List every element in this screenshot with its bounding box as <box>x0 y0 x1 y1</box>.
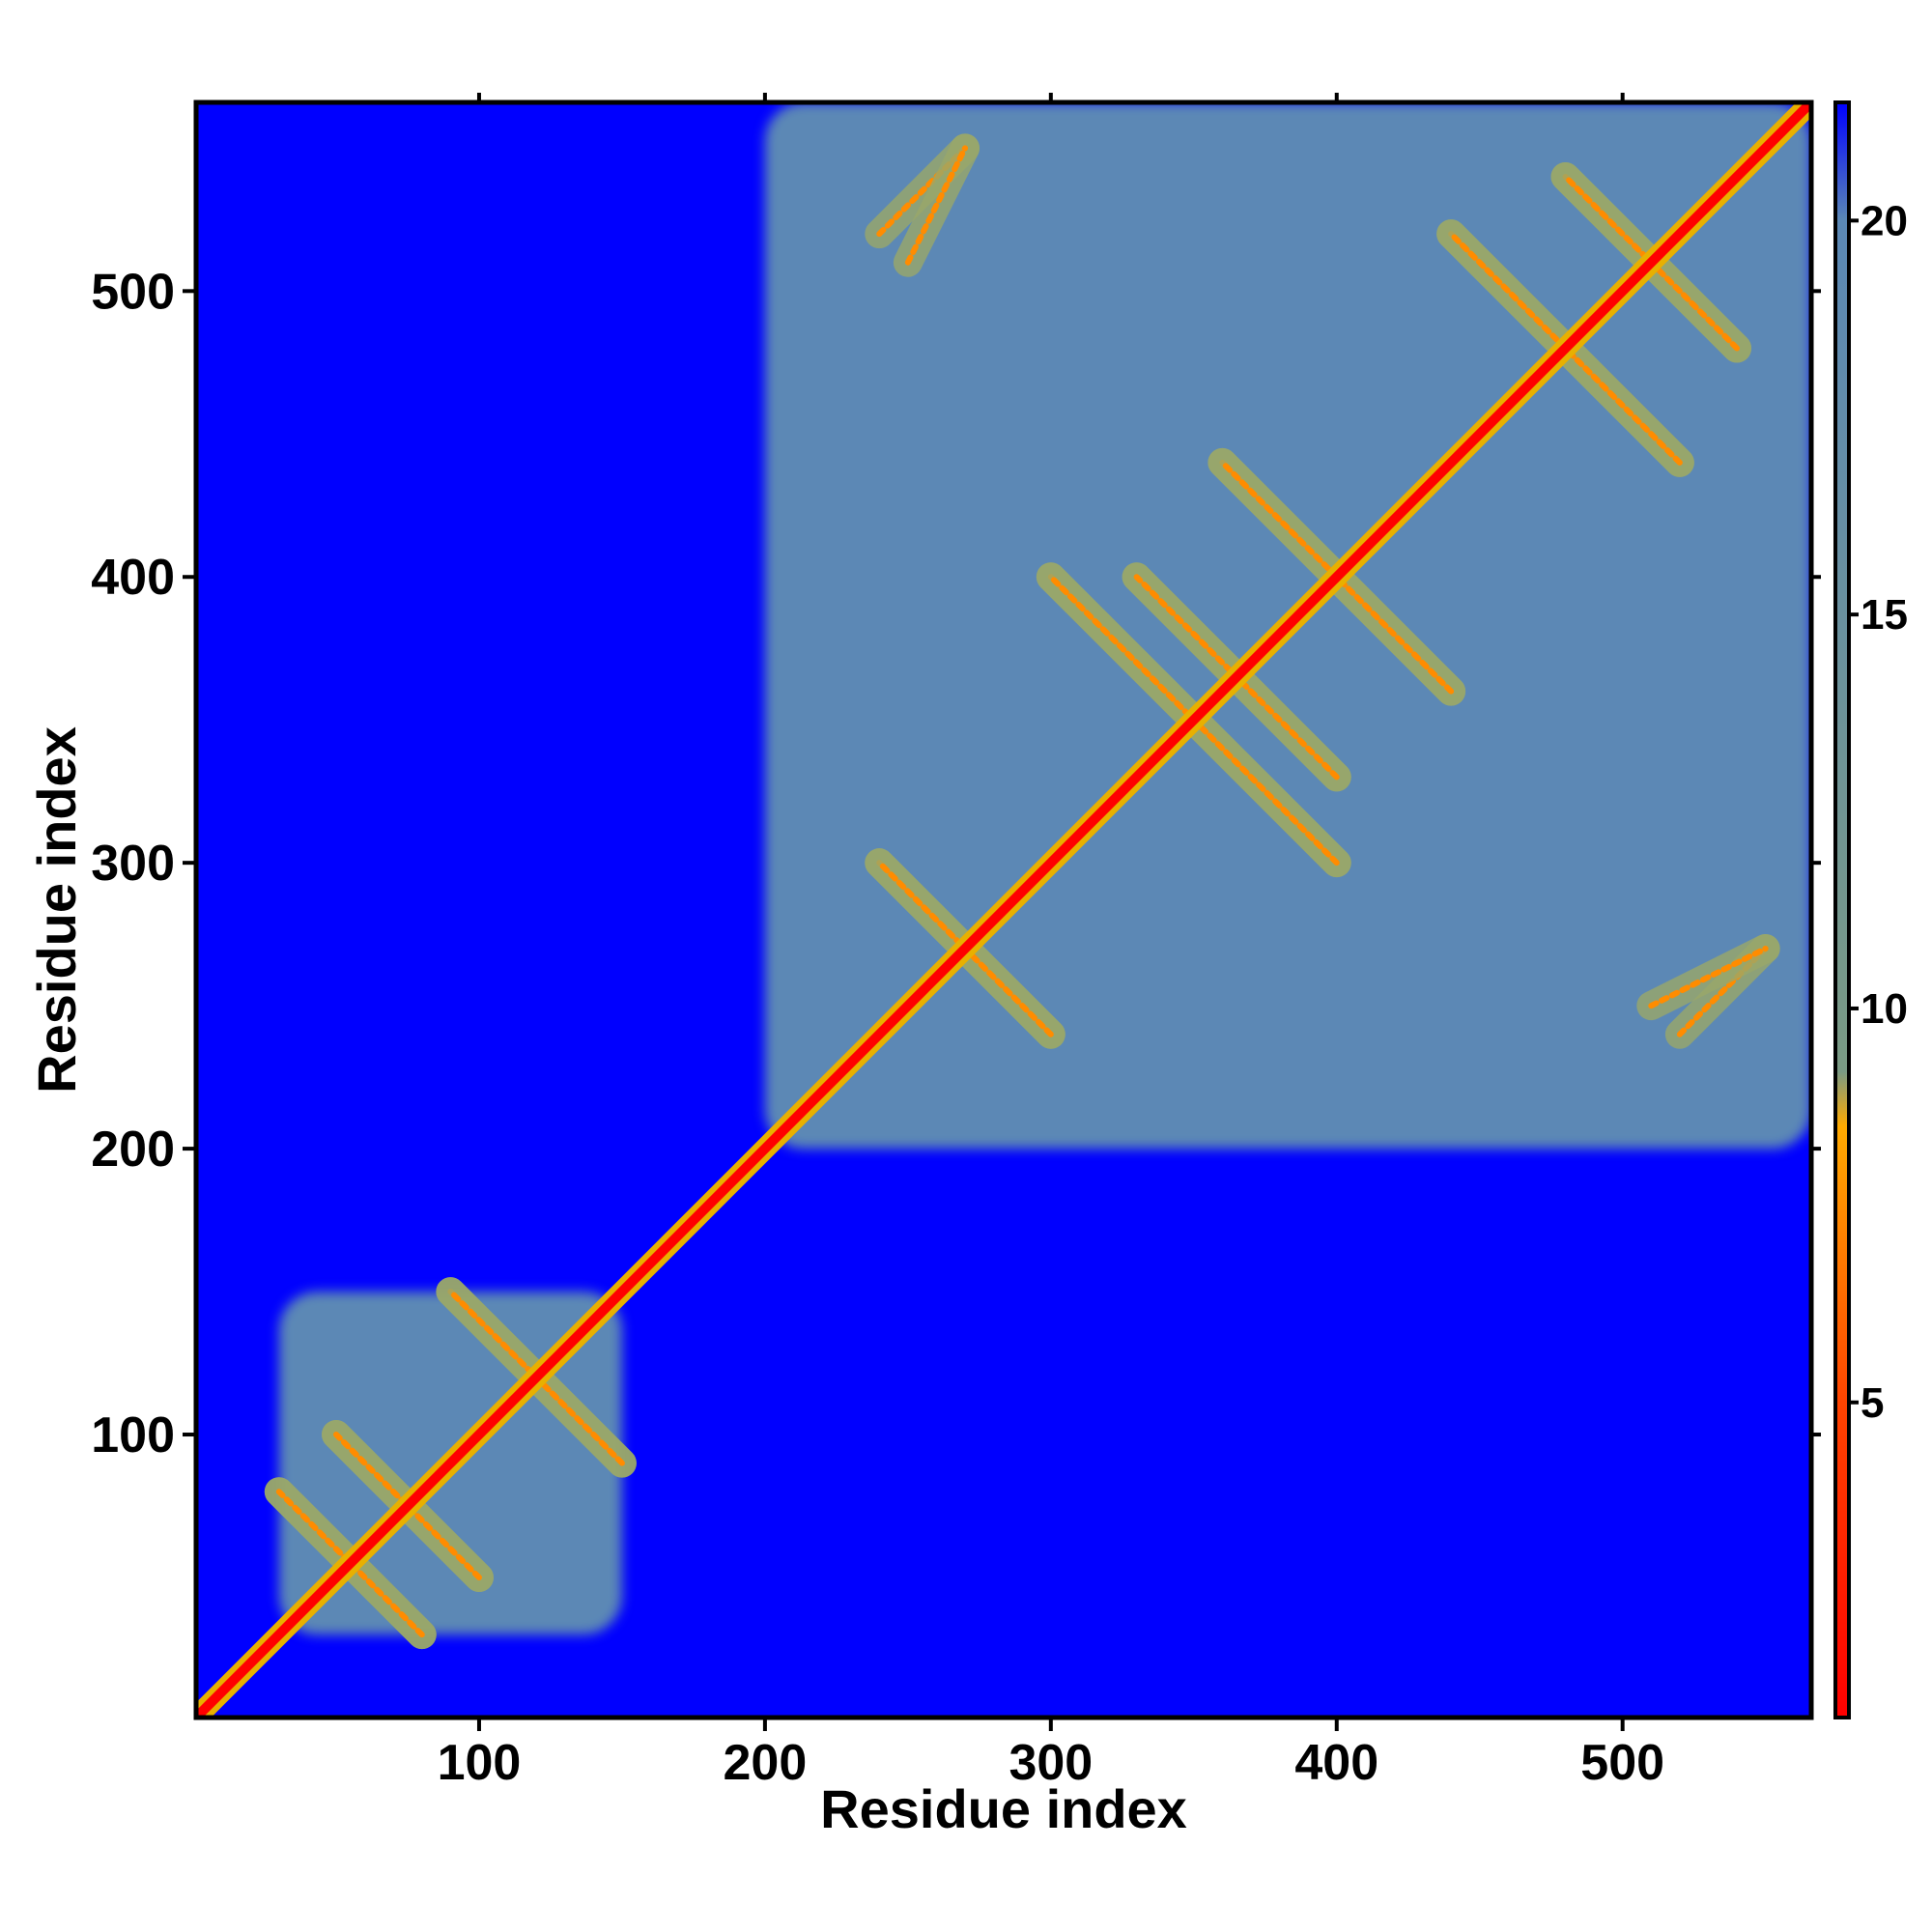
plot-frame <box>193 99 1814 1720</box>
x-tick-label: 200 <box>724 1735 808 1791</box>
colorbar-tick-label: 15 <box>1861 591 1908 639</box>
heatmap-area <box>196 102 1811 1718</box>
y-tick-label: 500 <box>91 264 175 320</box>
contact-band <box>1648 945 1769 1009</box>
colorbar-tick-label: 20 <box>1861 197 1908 244</box>
colorbar-ticks: 5 10 15 20 <box>1849 197 1908 1427</box>
y-axis-title: Residue index <box>26 726 87 1094</box>
y-axis: 100 200 300 400 500 <box>91 264 1821 1463</box>
x-tick-label: 400 <box>1294 1735 1378 1791</box>
colorbar-tick-label: 5 <box>1861 1379 1884 1427</box>
x-tick-label: 100 <box>438 1735 522 1791</box>
contact-band <box>904 145 969 266</box>
y-tick-label: 300 <box>91 836 175 892</box>
x-axis-title: Residue index <box>820 1778 1187 1839</box>
diagonal-band <box>196 102 1811 1718</box>
x-tick-label: 500 <box>1580 1735 1664 1791</box>
y-tick-label: 400 <box>91 550 175 606</box>
x-tick-label: 300 <box>1009 1735 1093 1791</box>
diagonal-line <box>196 102 1811 1718</box>
x-axis: 100 200 300 400 500 <box>438 93 1664 1791</box>
y-tick-label: 100 <box>91 1407 175 1463</box>
y-tick-label: 200 <box>91 1122 175 1178</box>
colorbar: 5 10 15 20 <box>1833 100 1908 1719</box>
colorbar-tick-label: 10 <box>1861 985 1908 1033</box>
colorbar-gradient <box>1833 100 1851 1719</box>
